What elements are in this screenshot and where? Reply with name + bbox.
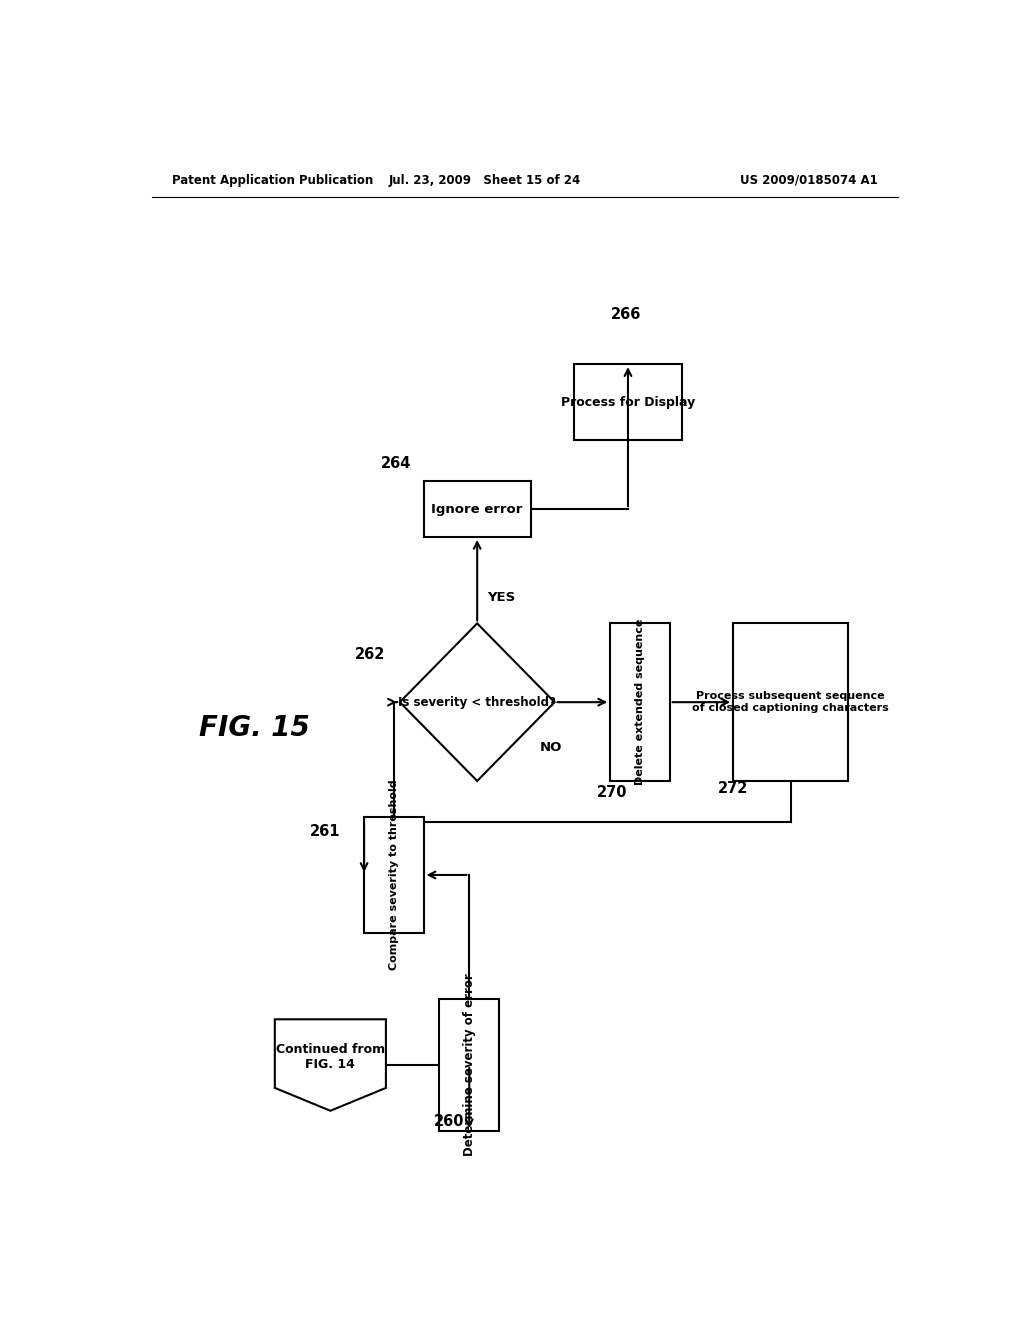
Text: Continued from
FIG. 14: Continued from FIG. 14 — [275, 1043, 385, 1071]
Text: Delete extended sequence: Delete extended sequence — [635, 619, 645, 785]
Text: Process for Display: Process for Display — [561, 396, 695, 409]
Text: Is severity < threshold?: Is severity < threshold? — [398, 696, 556, 709]
Text: Compare severity to threshold: Compare severity to threshold — [389, 780, 399, 970]
Text: YES: YES — [486, 591, 515, 605]
Text: FIG. 15: FIG. 15 — [200, 714, 310, 742]
Text: 262: 262 — [355, 647, 385, 661]
Text: 260: 260 — [434, 1114, 465, 1130]
FancyBboxPatch shape — [610, 623, 670, 781]
Text: US 2009/0185074 A1: US 2009/0185074 A1 — [740, 174, 878, 187]
Polygon shape — [274, 1019, 386, 1110]
Text: 261: 261 — [309, 824, 340, 838]
FancyBboxPatch shape — [439, 999, 499, 1131]
FancyBboxPatch shape — [574, 364, 682, 441]
FancyBboxPatch shape — [424, 480, 530, 537]
Text: Process subsequent sequence
of closed captioning characters: Process subsequent sequence of closed ca… — [692, 692, 889, 713]
Text: Ignore error: Ignore error — [431, 503, 523, 516]
Text: 266: 266 — [611, 308, 642, 322]
Text: Jul. 23, 2009   Sheet 15 of 24: Jul. 23, 2009 Sheet 15 of 24 — [389, 174, 582, 187]
Text: 272: 272 — [718, 781, 749, 796]
Text: 264: 264 — [381, 455, 412, 471]
Text: NO: NO — [540, 742, 562, 755]
FancyBboxPatch shape — [733, 623, 848, 781]
Text: Patent Application Publication: Patent Application Publication — [172, 174, 373, 187]
Text: Determine severity of error: Determine severity of error — [463, 974, 476, 1156]
Text: 270: 270 — [597, 785, 628, 800]
Polygon shape — [399, 623, 555, 781]
FancyBboxPatch shape — [365, 817, 424, 933]
